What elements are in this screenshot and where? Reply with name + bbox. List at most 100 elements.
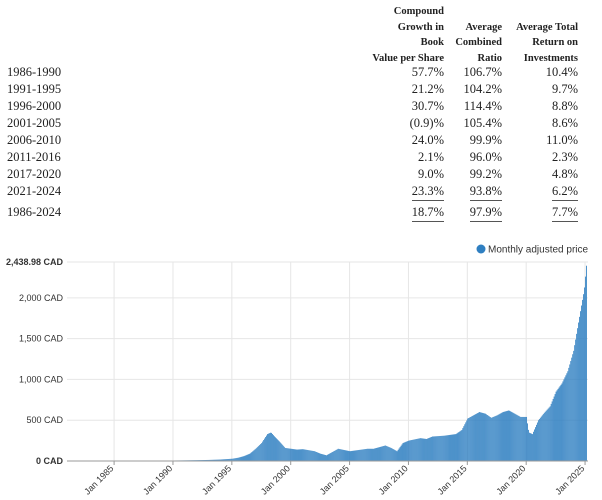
price-bar[interactable] [278,441,280,461]
price-bar[interactable] [518,415,520,461]
price-bar[interactable] [302,449,304,461]
price-bar[interactable] [246,454,248,461]
price-bar[interactable] [517,415,519,461]
price-bar[interactable] [288,448,290,461]
price-bar[interactable] [430,437,431,461]
price-bar[interactable] [312,450,314,461]
price-bar[interactable] [566,373,568,461]
price-bar[interactable] [407,441,409,461]
price-bar[interactable] [305,449,307,461]
price-bar[interactable] [460,430,462,461]
price-bar[interactable] [412,439,414,461]
price-bar[interactable] [399,447,401,461]
price-bar[interactable] [448,435,450,461]
price-bar[interactable] [289,448,291,461]
price-bar[interactable] [316,452,318,461]
price-bar[interactable] [543,412,545,461]
price-bar[interactable] [512,412,514,461]
price-bar[interactable] [208,459,210,461]
price-bar[interactable] [472,415,474,461]
price-bar[interactable] [358,449,360,461]
price-bar[interactable] [391,448,393,461]
price-bar[interactable] [262,441,264,461]
price-bar[interactable] [263,440,265,461]
price-bar[interactable] [344,450,346,461]
price-bar[interactable] [451,434,453,461]
price-bar[interactable] [570,361,572,461]
price-bar[interactable] [270,432,271,461]
price-bar[interactable] [469,417,471,461]
price-bar[interactable] [252,451,254,461]
price-bar[interactable] [370,448,372,461]
price-bar[interactable] [378,447,379,461]
price-bar[interactable] [329,453,331,461]
price-bar[interactable] [218,459,219,461]
price-bar[interactable] [480,412,481,461]
price-bar[interactable] [313,451,315,461]
price-bar[interactable] [537,420,539,461]
price-bar[interactable] [367,448,369,461]
price-bar[interactable] [474,414,476,461]
price-bar[interactable] [413,439,415,461]
price-bar[interactable] [301,449,303,461]
price-bar[interactable] [559,386,561,461]
price-bar[interactable] [552,398,554,461]
price-bar[interactable] [254,449,256,461]
price-bar[interactable] [411,439,413,461]
price-bar[interactable] [405,441,407,461]
price-bar[interactable] [511,412,513,461]
price-bar[interactable] [535,424,537,461]
price-bar[interactable] [360,449,362,461]
price-bar[interactable] [303,449,305,461]
price-bar[interactable] [376,447,377,461]
price-bar[interactable] [213,459,215,461]
price-bar[interactable] [402,443,404,461]
price-bar[interactable] [314,451,316,461]
price-bar[interactable] [331,452,333,461]
price-bar[interactable] [485,414,487,461]
price-bar[interactable] [261,443,263,461]
price-bar[interactable] [233,458,235,461]
price-bar[interactable] [256,447,258,461]
price-bar[interactable] [431,436,433,461]
price-bar[interactable] [490,417,492,461]
price-bar[interactable] [341,449,343,461]
price-bar[interactable] [309,450,311,461]
price-bar[interactable] [417,438,419,461]
price-bar[interactable] [461,429,463,461]
price-bar[interactable] [249,453,251,461]
price-bar[interactable] [483,413,485,461]
price-bar[interactable] [227,458,229,461]
price-bar[interactable] [561,383,563,461]
price-bar[interactable] [467,418,469,461]
price-bar[interactable] [375,448,376,461]
price-bar[interactable] [296,449,298,461]
price-bar[interactable] [576,333,578,461]
price-bar[interactable] [325,455,326,461]
price-bar[interactable] [220,459,221,461]
price-bar[interactable] [210,459,212,461]
price-bar[interactable] [510,411,512,461]
price-bar[interactable] [327,454,329,461]
price-bar[interactable] [433,436,435,461]
price-bar[interactable] [465,422,467,461]
price-bar[interactable] [446,435,448,461]
price-bar[interactable] [528,429,529,461]
price-bar[interactable] [392,449,394,461]
price-bar[interactable] [275,438,277,461]
price-bar[interactable] [419,438,421,461]
price-bar[interactable] [244,455,246,461]
price-bar[interactable] [340,449,342,461]
price-bar[interactable] [564,377,566,461]
price-bar[interactable] [505,411,507,461]
price-bar[interactable] [500,413,502,461]
price-bar[interactable] [222,459,223,461]
price-bar[interactable] [339,449,341,461]
price-bar[interactable] [536,422,538,461]
price-bar[interactable] [488,416,490,461]
price-bar[interactable] [315,451,317,461]
price-bar[interactable] [410,440,412,461]
price-bar[interactable] [401,444,403,461]
price-bar[interactable] [231,458,233,461]
price-bar[interactable] [295,449,297,461]
